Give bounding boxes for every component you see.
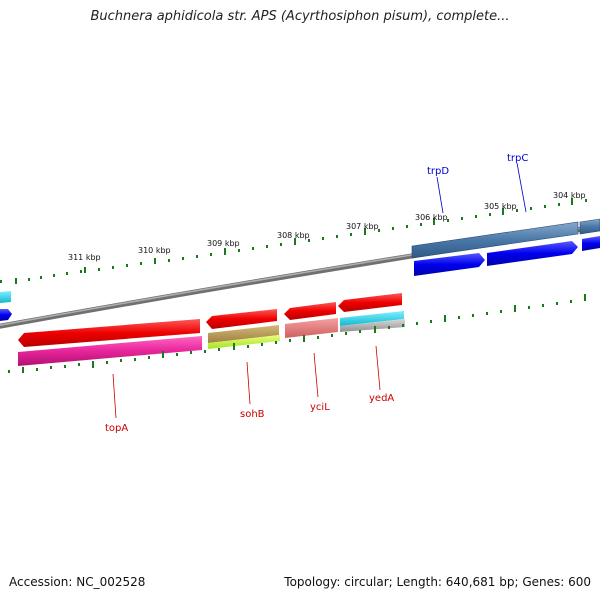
reverse-gene-sohB (206, 309, 277, 329)
reverse-gene-yciL-track2 (285, 318, 338, 338)
gene-label-sohB: sohB (240, 409, 265, 420)
reverse-gene-topA (18, 319, 200, 347)
forward-gene-blue-1 (414, 253, 485, 276)
outer-tick-track (0, 198, 587, 284)
forward-gene-trpD (411, 221, 579, 259)
tick-label-306-kbp: 306 kbp (415, 213, 448, 222)
tick-label-304-kbp: 304 kbp (553, 191, 586, 200)
gene-label-yedA: yedA (369, 393, 394, 404)
tick-label-311-kbp: 311 kbp (68, 253, 101, 262)
accession-text: Accession: NC_002528 (9, 575, 146, 589)
reverse-gene-yedA-track3 (340, 319, 405, 332)
leader-line-yedA (375, 345, 381, 391)
reverse-gene-yciL (284, 302, 336, 320)
leader-line-sohB (246, 361, 251, 405)
inner-tick-track (8, 294, 586, 373)
forward-gene-blue-3 (582, 236, 600, 251)
reverse-gene-sohB-track3 (208, 335, 280, 349)
forward-gene-blue-edge (0, 309, 12, 321)
tick-label-307-kbp: 307 kbp (346, 222, 379, 231)
leader-line-yciL (313, 352, 319, 398)
gene-label-yciL: yciL (310, 402, 330, 413)
gene-label-topA: topA (105, 423, 128, 434)
forward-strand-track (0, 218, 600, 321)
genome-summary-text: Topology: circular; Length: 640,681 bp; … (284, 575, 591, 589)
forward-gene-trpC (579, 218, 600, 235)
tick-label-310-kbp: 310 kbp (138, 246, 171, 255)
leader-line-trpD (436, 176, 444, 214)
tick-label-309-kbp: 309 kbp (207, 239, 240, 248)
tick-label-308-kbp: 308 kbp (277, 231, 310, 240)
reverse-gene-yedA-track2 (340, 311, 404, 326)
reverse-gene-topA-track2 (18, 336, 202, 366)
gene-label-trpC: trpC (507, 153, 528, 164)
forward-gene-blue-2 (487, 241, 578, 266)
reverse-gene-sohB-track2 (208, 325, 279, 343)
map-title: Buchnera aphidicola str. APS (Acyrthosip… (90, 9, 510, 24)
forward-gene-cyan (0, 291, 11, 303)
leader-line-topA (112, 373, 117, 419)
gene-label-trpD: trpD (427, 166, 449, 177)
reverse-gene-yedA (338, 293, 402, 312)
leader-line-trpC (516, 162, 527, 213)
reverse-strand-track (18, 293, 405, 366)
tick-label-305-kbp: 305 kbp (484, 202, 517, 211)
